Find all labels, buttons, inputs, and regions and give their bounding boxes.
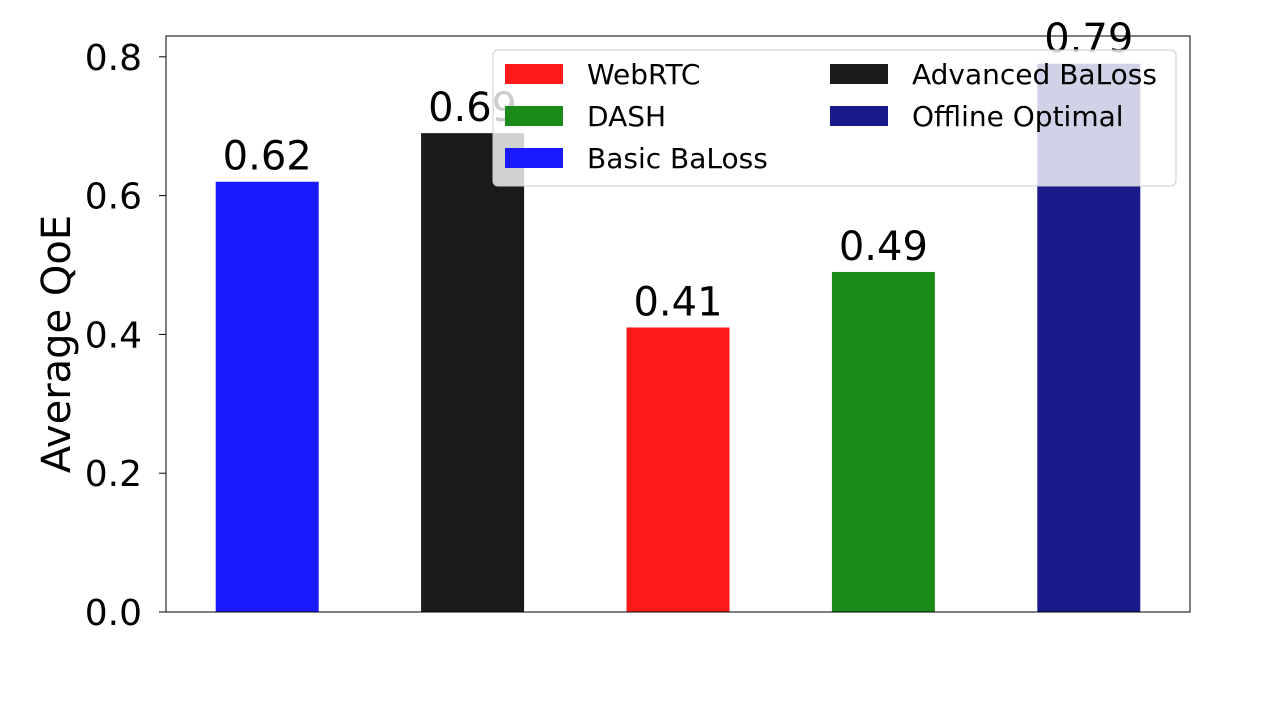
bar-value-label: 0.41 [633, 279, 722, 325]
bar-value-label: 0.62 [223, 134, 312, 180]
bar-webrtc [626, 327, 730, 612]
plot-frame [165, 35, 1191, 613]
legend-label: WebRTC [587, 58, 700, 91]
bars-group [215, 63, 1141, 613]
legend-swatch [505, 64, 563, 84]
y-axis-ticks: 0.0 0.2 0.4 0.6 0.8 [85, 38, 166, 634]
y-tick-label: 0.4 [85, 315, 142, 356]
bar-basic-baloss [215, 181, 319, 613]
y-axis-title: Average QoE [34, 215, 80, 473]
legend-swatch [505, 148, 563, 168]
y-tick-label: 0.6 [85, 177, 142, 218]
legend-label: DASH [587, 100, 666, 133]
legend-swatch [830, 64, 888, 84]
legend-label: Advanced BaLoss [912, 58, 1157, 91]
y-tick-label: 0.8 [85, 38, 142, 79]
legend-label: Basic BaLoss [587, 142, 768, 175]
y-tick-label: 0.0 [85, 593, 142, 634]
bar-value-label: 0.49 [839, 224, 928, 270]
bar-advanced-baloss [421, 133, 525, 613]
legend-swatch [505, 106, 563, 126]
legend: WebRTC DASH Basic BaLoss Advanced BaLoss Off… [492, 49, 1177, 187]
legend-swatch [830, 106, 888, 126]
legend-label: Offline Optimal [912, 100, 1124, 133]
bar-dash [831, 271, 935, 612]
y-tick-label: 0.2 [85, 454, 142, 495]
